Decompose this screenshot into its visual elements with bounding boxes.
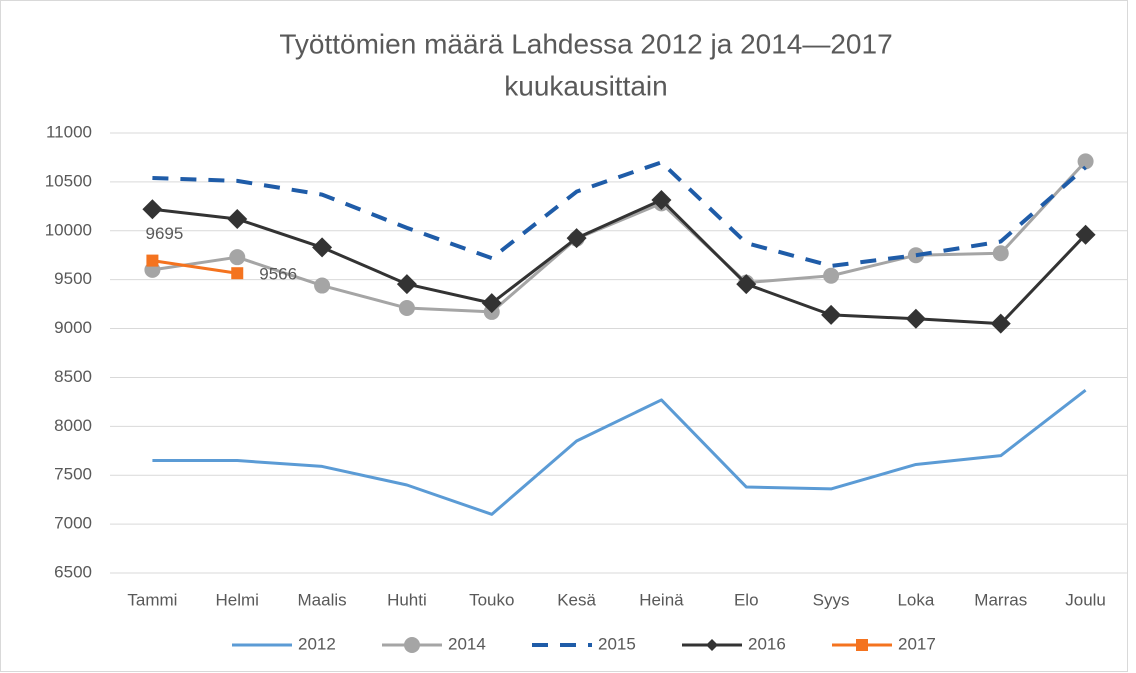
marker: [481, 293, 502, 314]
x-tick-label: Syys: [813, 590, 850, 609]
y-tick-label: 7500: [54, 465, 92, 484]
chart-title: kuukausittain: [504, 70, 667, 101]
x-tick-label: Joulu: [1065, 590, 1106, 609]
x-tick-label: Marras: [974, 590, 1027, 609]
marker: [990, 313, 1011, 334]
marker: [312, 237, 333, 258]
marker: [823, 267, 840, 284]
series-line: [152, 259, 238, 275]
marker: [651, 189, 672, 210]
legend-label: 2014: [448, 634, 486, 653]
x-tick-label: Touko: [469, 590, 514, 609]
marker: [396, 274, 417, 295]
marker: [736, 274, 757, 295]
series-line: [152, 198, 1087, 326]
marker: [1077, 153, 1094, 170]
series-line: [152, 388, 1087, 516]
y-tick-label: 7000: [54, 514, 92, 533]
marker: [231, 267, 244, 280]
y-tick-label: 11000: [46, 122, 92, 141]
data-label: 9566: [259, 265, 297, 284]
y-tick-label: 6500: [54, 562, 92, 581]
series-line: [152, 160, 1087, 268]
x-tick-label: Heinä: [639, 590, 684, 609]
marker: [229, 249, 246, 266]
data-label: 9695: [146, 224, 184, 243]
x-tick-label: Elo: [734, 590, 759, 609]
chart-title: Työttömien määrä Lahdessa 2012 ja 2014—2…: [279, 28, 892, 59]
x-tick-label: Loka: [897, 590, 934, 609]
marker: [992, 245, 1009, 262]
y-tick-label: 10500: [45, 171, 92, 190]
marker: [706, 639, 718, 651]
marker: [821, 304, 842, 325]
y-tick-label: 8500: [54, 367, 92, 386]
x-tick-label: Helmi: [216, 590, 259, 609]
x-tick-label: Huhti: [387, 590, 427, 609]
legend-label: 2017: [898, 634, 936, 653]
y-tick-label: 9500: [54, 269, 92, 288]
marker: [227, 209, 248, 230]
y-tick-label: 8000: [54, 416, 92, 435]
legend-label: 2016: [748, 634, 786, 653]
legend-label: 2012: [298, 634, 336, 653]
marker: [905, 308, 926, 329]
y-tick-label: 9000: [54, 318, 92, 337]
marker: [856, 639, 868, 651]
marker: [404, 637, 420, 653]
marker: [566, 228, 587, 249]
marker: [146, 254, 159, 267]
marker: [314, 277, 331, 294]
x-tick-label: Tammi: [127, 590, 177, 609]
marker: [142, 199, 163, 220]
y-tick-label: 10000: [45, 220, 92, 239]
marker: [398, 300, 415, 317]
legend-label: 2015: [598, 634, 636, 653]
marker: [1075, 224, 1096, 245]
x-tick-label: Maalis: [298, 590, 347, 609]
x-tick-label: Kesä: [557, 590, 596, 609]
